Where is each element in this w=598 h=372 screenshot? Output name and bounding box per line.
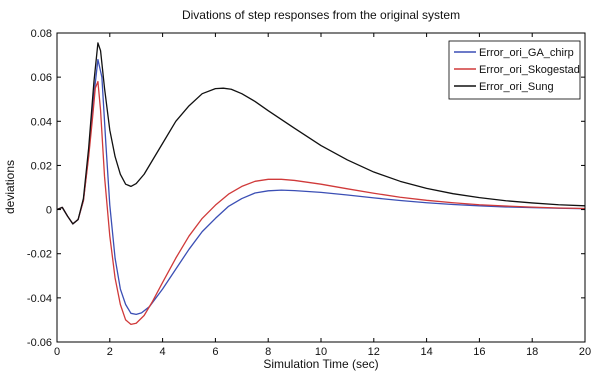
y-axis-label: deviations: [3, 160, 17, 214]
x-tick-label: 20: [579, 346, 591, 358]
x-tick-label: 12: [368, 346, 380, 358]
series-line-3: [56, 42, 586, 225]
x-tick-label: 2: [107, 346, 113, 358]
legend-box: [448, 40, 581, 100]
chart-title: Divations of step responses from the ori…: [182, 8, 460, 22]
legend-label: Error_ori_Sung: [479, 81, 554, 93]
x-tick-label: 16: [473, 346, 485, 358]
x-ticks: 0 2 4 6 8 10 12 14 16 18 20: [54, 33, 591, 358]
x-tick-label: 8: [265, 346, 271, 358]
y-tick-label: 0.08: [31, 28, 52, 40]
y-tick-label: -0.06: [27, 337, 52, 349]
x-tick-label: 10: [315, 346, 327, 358]
legend-label: Error_ori_GA_chirp: [479, 47, 574, 59]
y-tick-label: -0.04: [27, 293, 52, 305]
x-axis-label: Simulation Time (sec): [263, 357, 378, 371]
y-tick-label: 0.02: [31, 160, 52, 172]
series-layer: [56, 42, 586, 325]
x-tick-label: 0: [54, 346, 60, 358]
y-tick-label: -0.02: [27, 249, 52, 261]
x-tick-label: 6: [212, 346, 218, 358]
x-tick-label: 14: [420, 346, 432, 358]
x-tick-label: 18: [526, 346, 538, 358]
series-line-2: [56, 80, 586, 325]
legend-label: Error_ori_Skogestad: [479, 64, 580, 76]
y-tick-label: 0.04: [31, 116, 52, 128]
y-ticks: -0.06 -0.04 -0.02 0 0.02 0.04 0.06 0.08: [27, 28, 585, 349]
legend: Error_ori_GA_chirp Error_ori_Skogestad Err…: [448, 40, 581, 100]
y-tick-label: 0: [46, 205, 52, 217]
x-tick-label: 4: [160, 346, 166, 358]
y-tick-label: 0.06: [31, 72, 52, 84]
legend-entries: Error_ori_GA_chirp Error_ori_Skogestad Err…: [454, 47, 580, 93]
